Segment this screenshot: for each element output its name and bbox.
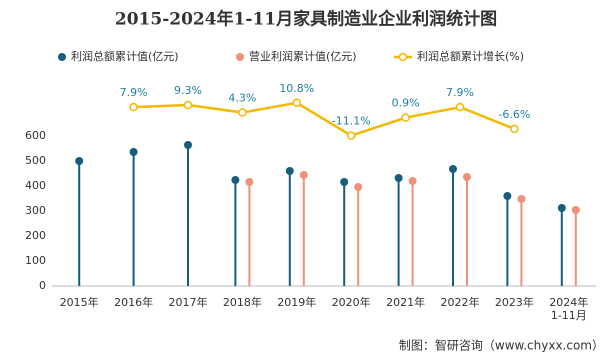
y-tick-label: 400 [25,179,46,192]
growth-marker [401,113,410,122]
data-label: 10.8% [279,82,314,95]
growth-marker [455,102,465,112]
legend-marker [398,52,408,62]
growth-marker [510,124,519,134]
growth-line [133,101,515,138]
lollipop-head [299,171,308,179]
x-tick-label: 2017年 [168,296,208,309]
chart-title: 2015-2024年1-11月家具制造业企业利润统计图 [115,9,497,30]
x-tick-label: 2024年 1-11月 [549,296,589,322]
lollipop-head [557,204,566,212]
lollipop-head [340,178,349,186]
x-tick-label: 2020年 [331,296,371,309]
x-tick-label: 2023年 [494,296,534,309]
lollipop-head [408,177,417,185]
lollipop-head [503,192,512,200]
x-tick-label: 2018年 [222,296,262,309]
legend-marker [236,53,244,61]
x-tick-label: 2016年 [114,296,154,309]
lollipop-head [463,173,471,181]
y-tick-label: 600 [25,129,46,142]
x-tick-label: 2015年 [59,296,99,309]
growth-marker [292,98,302,108]
data-label: -6.6% [498,108,530,121]
y-tick-label: 100 [25,254,46,267]
lollipop-head [129,148,138,156]
data-label: 9.3% [174,84,202,97]
source: 制图：智研咨询（www.chyxx.com） [399,338,604,353]
legend-label: 利润总额累计增长(%) [417,49,524,63]
growth-marker [183,100,193,110]
lollipop-head [231,176,240,184]
lollipop-head [245,178,254,186]
legend-label: 营业利润累计值(亿元) [249,49,357,63]
lollipop-head [571,206,580,214]
legend-label: 利润总额累计值(亿元) [71,49,179,63]
lollipop-head [354,183,363,191]
lollipop-head [285,167,294,175]
y-tick-label: 500 [25,154,46,167]
data-label: -11.1% [332,115,371,128]
data-label: 7.9% [446,86,474,99]
x-tick-label: 2019年 [277,296,317,309]
data-label: 0.9% [392,97,420,110]
growth-marker [346,131,356,140]
lollipop-head [394,174,403,182]
y-tick-label: 300 [25,204,46,217]
growth-marker [238,108,247,117]
data-label: 4.3% [228,92,256,105]
lollipop-head [184,141,192,149]
growth-marker [129,102,138,112]
data-label: 7.9% [120,86,148,99]
y-tick-label: 0 [39,279,46,292]
x-tick-label: 2022年 [440,296,480,309]
x-tick-label: 2021年 [386,296,426,309]
lollipop-head [75,157,84,165]
y-tick-label: 200 [25,229,46,242]
legend-marker [58,53,66,61]
lollipop-head [517,195,526,203]
lollipop-head [449,165,457,173]
